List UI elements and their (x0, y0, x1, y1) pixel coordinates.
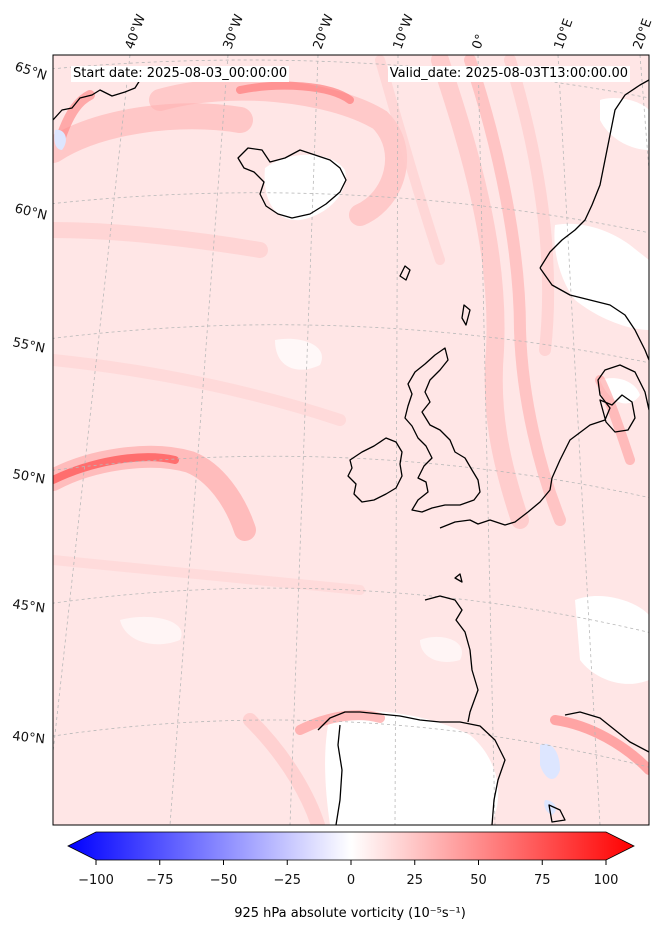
vorticity-map (53, 55, 649, 825)
iberia-north-coast (317, 711, 506, 825)
lon-label: 10°W (391, 12, 417, 51)
negative-vorticity-patches (54, 129, 560, 815)
colorbar: −100 −75 −50 −25 0 25 50 75 100 (67, 831, 635, 888)
colorbar-tick-label: −100 (78, 873, 114, 888)
lat-label: 50°N (11, 467, 46, 487)
denmark-coast (599, 394, 636, 433)
lat-label: 55°N (11, 335, 46, 356)
coastlines (53, 67, 649, 825)
map-frame (52, 54, 650, 826)
parallel-50n (53, 455, 649, 498)
norway-south-coast (539, 267, 649, 361)
north-france-coast (439, 477, 553, 529)
lat-label: 65°N (13, 60, 49, 84)
colorbar-tick-label: −25 (274, 873, 301, 888)
start-date-label: Start date: 2025-08-03_00:00:00 (71, 66, 290, 82)
colorbar-tick-label: 50 (470, 873, 487, 888)
meridian-30w (169, 55, 229, 825)
great-britain-coast (404, 347, 481, 513)
parallel-55n (53, 324, 649, 364)
colorbar-bar (67, 831, 635, 861)
meridian-10w (394, 55, 399, 825)
lat-label: 60°N (13, 201, 48, 223)
parallel-40n (53, 719, 649, 768)
meridian-20w (289, 55, 319, 825)
shetland-coast (399, 265, 411, 281)
lat-label: 40°N (12, 729, 46, 747)
faroe-coast (461, 304, 471, 326)
parallel-60n (53, 192, 649, 234)
colorbar-tick-label: 75 (534, 873, 551, 888)
meridian-10e (557, 55, 601, 825)
norway-west-coast (539, 79, 649, 269)
graticule (53, 55, 649, 825)
vorticity-field-base (53, 55, 649, 825)
lon-label: 20°W (311, 12, 337, 51)
lon-label: 20°E (631, 17, 656, 52)
colorbar-tick-label: 0 (347, 873, 355, 888)
vorticity-bands (53, 55, 649, 825)
lon-label: 10°E (552, 17, 577, 52)
lat-label: 45°N (11, 597, 46, 616)
iceland-coast (237, 147, 347, 219)
lon-label: 40°W (123, 12, 149, 51)
lon-label: 30°W (221, 12, 247, 51)
lon-label: 0° (470, 32, 489, 51)
biscay-coast (424, 595, 479, 723)
balearic-coast (548, 804, 566, 823)
colorbar-tick-label: 25 (406, 873, 423, 888)
colorbar-ticks: −100 −75 −50 −25 0 25 50 75 100 (78, 860, 618, 888)
colorbar-tick-label: −50 (210, 873, 237, 888)
low-vorticity-patches (120, 98, 649, 825)
colorbar-title: 925 hPa absolute vorticity (10⁻⁵s⁻¹) (234, 906, 466, 921)
valid-date-label: Valid_date: 2025-08-03T13:00:00.00 (387, 66, 630, 82)
ile-coast (454, 573, 463, 583)
longitude-labels: 40°W 30°W 20°W 10°W 0° 10°E 20°E (123, 12, 656, 51)
portugal-coast (335, 724, 343, 825)
ireland-coast (347, 437, 403, 503)
colorbar-tick-label: 100 (594, 873, 619, 888)
parallel-45n (53, 587, 649, 633)
latitude-labels: 65°N 60°N 55°N 50°N 45°N 40°N (11, 60, 48, 748)
parallel-65n (53, 59, 649, 99)
meridian-0 (477, 55, 496, 825)
low-countries-coast (551, 364, 649, 479)
colorbar-tick-label: −75 (146, 873, 173, 888)
mediterranean-coast (564, 711, 649, 753)
